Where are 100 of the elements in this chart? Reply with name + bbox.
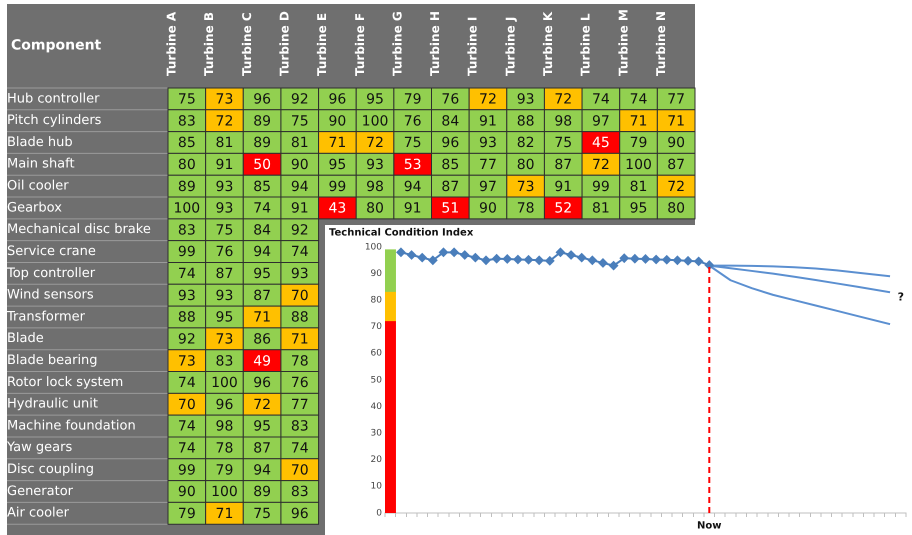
data-label: 90 <box>667 135 686 152</box>
y-tick-label: 0 <box>376 508 382 518</box>
data-label: 72 <box>253 396 272 413</box>
x-tick-label: Turbine I <box>466 16 480 76</box>
data-label: 70 <box>290 462 309 478</box>
data-label: 43 <box>328 200 346 217</box>
data-label: 79 <box>216 462 234 478</box>
data-label: 51 <box>441 200 460 217</box>
data-label: 74 <box>630 92 648 108</box>
x-tick-label: Turbine C <box>240 12 254 76</box>
data-label: 74 <box>178 418 196 435</box>
data-label: 74 <box>253 200 272 217</box>
data-label: 99 <box>178 462 196 478</box>
y-tick-label: Machine foundation <box>7 418 136 434</box>
data-label: 45 <box>592 135 610 152</box>
data-label: 85 <box>441 156 460 173</box>
data-label: 83 <box>290 418 309 435</box>
data-label: 83 <box>178 222 196 238</box>
data-label: 72 <box>592 156 610 173</box>
data-label: 93 <box>178 288 196 304</box>
data-label: 98 <box>554 113 572 130</box>
data-label: 87 <box>253 440 272 457</box>
data-label: 80 <box>516 156 535 173</box>
y-tick-label: Oil cooler <box>7 178 70 194</box>
data-label: 72 <box>479 92 497 108</box>
data-label: 75 <box>178 92 196 108</box>
data-label: 88 <box>178 310 196 326</box>
data-label: 92 <box>290 92 309 108</box>
data-label: 93 <box>290 266 309 282</box>
data-label: 99 <box>178 244 196 260</box>
x-tick-label: Turbine J <box>503 16 518 76</box>
x-tick-label: Turbine D <box>277 11 292 76</box>
data-label: 91 <box>404 200 422 217</box>
data-label: 52 <box>554 200 572 217</box>
data-label: 72 <box>667 178 686 195</box>
data-label: 87 <box>667 156 686 173</box>
data-label: 74 <box>178 440 196 457</box>
data-label: 82 <box>516 135 535 152</box>
data-label: 91 <box>479 113 497 130</box>
x-tick-label: Turbine L <box>578 13 593 76</box>
data-label: 100 <box>211 484 238 500</box>
data-label: 88 <box>290 310 309 326</box>
data-label: 74 <box>178 375 196 392</box>
data-label: 87 <box>441 178 460 195</box>
y-tick-label: Blade bearing <box>7 353 98 368</box>
data-label: 94 <box>404 178 422 195</box>
x-tick-label: Turbine N <box>654 11 668 76</box>
data-label: 72 <box>366 135 384 152</box>
data-label: 75 <box>404 135 422 152</box>
y-tick-label: Pitch cylinders <box>7 113 102 128</box>
data-label: 73 <box>516 178 535 195</box>
y-tick-label: 60 <box>370 348 382 359</box>
data-label: 100 <box>211 375 238 392</box>
data-label: 88 <box>516 113 535 130</box>
y-tick-label: Gearbox <box>7 200 62 216</box>
data-label: 93 <box>516 92 535 108</box>
data-label: 70 <box>290 288 309 304</box>
x-tick-label: Turbine B <box>202 12 216 76</box>
data-label: 94 <box>253 462 272 478</box>
data-label: 74 <box>290 440 309 457</box>
y-tick-label: Rotor lock system <box>7 374 124 390</box>
data-label: 83 <box>290 484 309 500</box>
x-tick-label: Turbine E <box>315 12 330 76</box>
data-label: 80 <box>178 156 196 173</box>
data-label: 90 <box>290 156 309 173</box>
data-label: 89 <box>253 484 272 500</box>
data-label: 92 <box>290 222 309 238</box>
data-label: 72 <box>554 92 572 108</box>
data-label: 49 <box>253 353 272 370</box>
data-label: 75 <box>290 113 309 130</box>
y-tick-label: 70 <box>370 322 382 332</box>
y-tick-label: Service crane <box>7 244 96 259</box>
data-label: 96 <box>216 396 234 413</box>
data-label: 87 <box>253 288 272 304</box>
annotation: ? <box>898 290 904 304</box>
data-label: 81 <box>216 135 234 152</box>
data-label: 85 <box>178 135 196 152</box>
data-label: 96 <box>253 92 272 108</box>
data-label: 83 <box>216 353 234 370</box>
y-tick-label: 20 <box>370 455 382 466</box>
data-label: 85 <box>253 178 272 195</box>
data-label: 81 <box>592 200 610 217</box>
data-label: 76 <box>216 244 234 260</box>
y-axis-title: Component <box>11 38 102 54</box>
data-label: 77 <box>667 92 686 108</box>
y-tick-label: Wind sensors <box>7 288 94 303</box>
y-tick-label: Transformer <box>6 309 86 324</box>
data-label: 71 <box>216 506 234 522</box>
data-label: 97 <box>479 178 497 195</box>
data-label: 93 <box>479 135 497 152</box>
y-tick-label: 100 <box>364 242 382 252</box>
data-label: 80 <box>667 200 686 217</box>
data-label: 78 <box>290 353 309 370</box>
x-tick-label: Turbine K <box>540 11 555 76</box>
data-label: 100 <box>173 200 200 217</box>
data-label: 79 <box>630 135 648 152</box>
data-label: 89 <box>253 113 272 130</box>
data-label: 95 <box>253 266 272 282</box>
data-label: 91 <box>216 156 234 173</box>
y-tick-label: Blade <box>7 331 44 346</box>
